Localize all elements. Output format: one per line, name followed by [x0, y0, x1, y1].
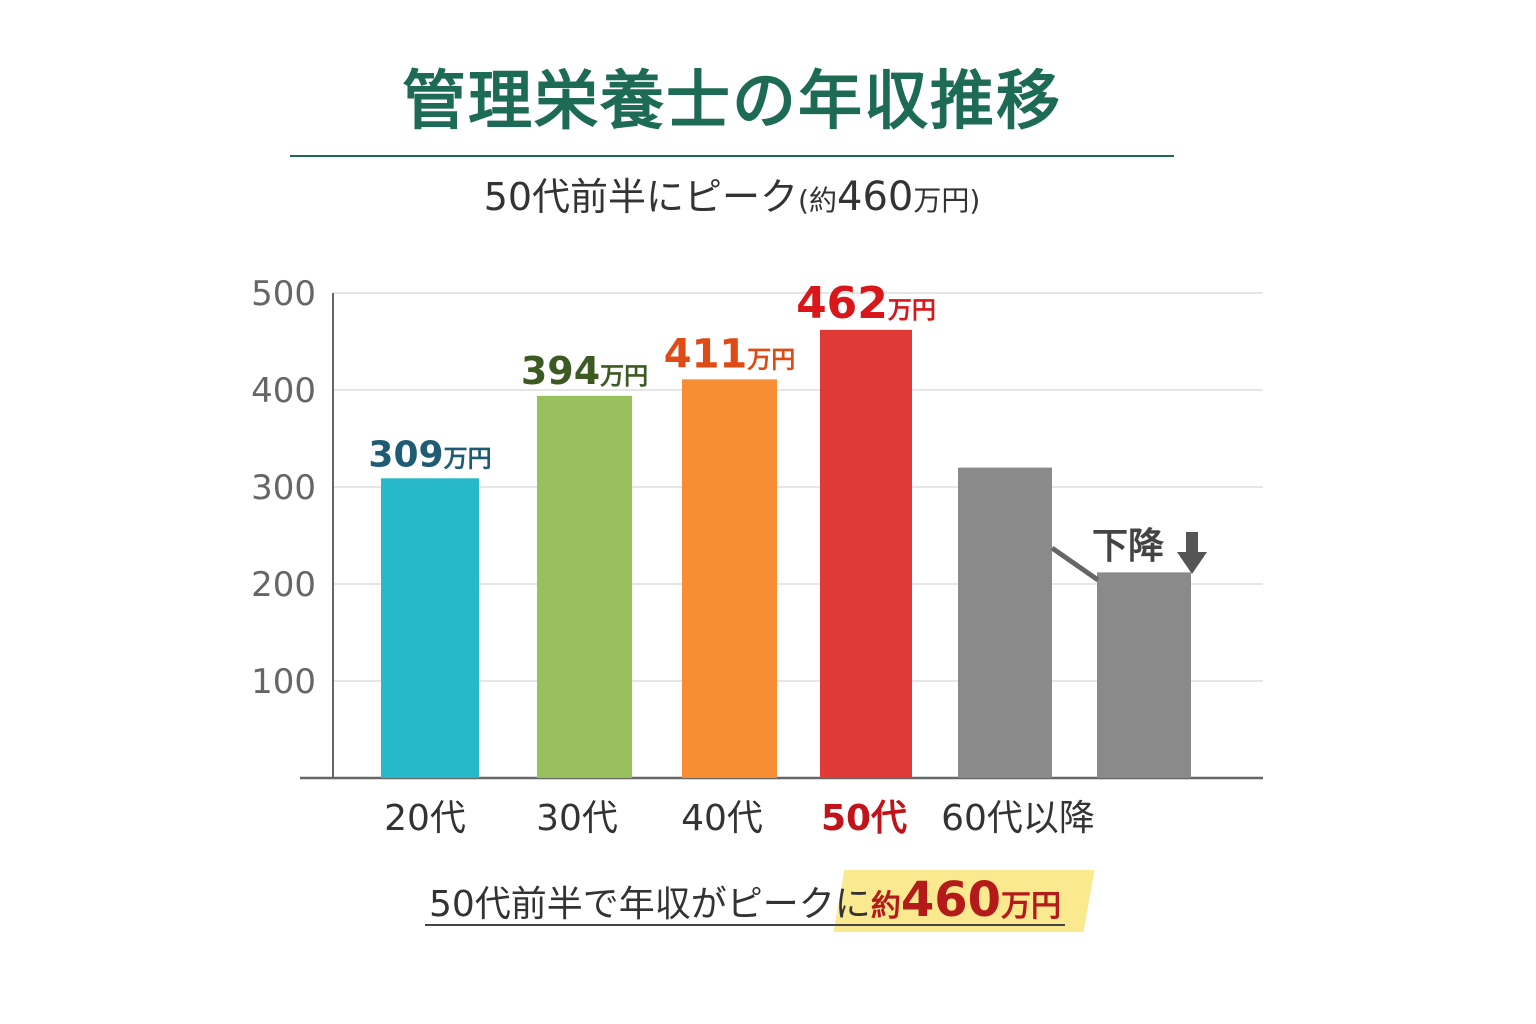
- subtitle-main: 50代前半にピーク: [483, 175, 799, 219]
- bar-value-label: 394万円: [521, 349, 648, 393]
- bar-value-label: 411万円: [664, 331, 796, 377]
- bar-value-unit: 万円: [747, 345, 795, 373]
- subtitle-unit: 万円: [913, 184, 970, 217]
- chart-subtitle: 50代前半にピーク(約460万円): [290, 172, 1174, 226]
- footer-accent: 約460万円: [870, 872, 1062, 928]
- title-underline: [290, 155, 1174, 157]
- x-category-label: 30代: [536, 798, 618, 839]
- y-tick-label: 300: [251, 468, 316, 508]
- bar-value-unit: 万円: [888, 296, 936, 324]
- x-category-label: 50代: [821, 798, 907, 839]
- bar: [682, 379, 777, 778]
- bar-value-number: 462: [796, 278, 888, 329]
- bar-value-unit: 万円: [600, 362, 648, 390]
- bar-value-label: 462万円: [796, 278, 936, 329]
- footer-approx: 約: [870, 889, 901, 924]
- footer-unit: 万円: [1001, 889, 1062, 924]
- bar: [958, 467, 1052, 778]
- bar-value-number: 411: [664, 331, 748, 377]
- y-tick-label: 500: [251, 274, 316, 314]
- bar-value-label: 309万円: [368, 434, 491, 475]
- x-category-label: 20代: [384, 798, 466, 839]
- down-arrow-icon: [1177, 532, 1207, 574]
- x-category-label: 60代以降: [941, 798, 1095, 839]
- footer-note: 50代前半で年収がピークに約460万円: [425, 868, 1095, 934]
- bar: [381, 478, 479, 778]
- subtitle-approx: 約: [808, 184, 837, 217]
- footer-value: 460: [900, 872, 1002, 928]
- annotation-connector: [1050, 545, 1100, 583]
- bar-value-number: 309: [368, 434, 443, 475]
- bar: [537, 395, 632, 778]
- subtitle-paren-open: (: [798, 184, 809, 217]
- footer-text: 50代前半で年収がピークに約460万円: [429, 868, 1061, 939]
- bar-value-number: 394: [521, 349, 600, 393]
- subtitle-value: 460: [837, 174, 914, 220]
- footer-underline: [425, 924, 1065, 926]
- chart-title: 管理栄養士の年収推移: [402, 65, 1062, 139]
- bar: [1097, 572, 1191, 778]
- subtitle-paren-close: ): [969, 184, 981, 217]
- y-tick-label: 200: [251, 565, 316, 605]
- bar: [820, 329, 912, 778]
- annotation-label: 下降: [1092, 526, 1164, 567]
- y-tick-label: 400: [251, 371, 316, 411]
- y-tick-label: 100: [251, 662, 316, 702]
- x-category-label: 40代: [681, 798, 763, 839]
- bar-value-unit: 万円: [444, 444, 492, 472]
- footer-main: 50代前半で年収がピークに: [429, 884, 871, 925]
